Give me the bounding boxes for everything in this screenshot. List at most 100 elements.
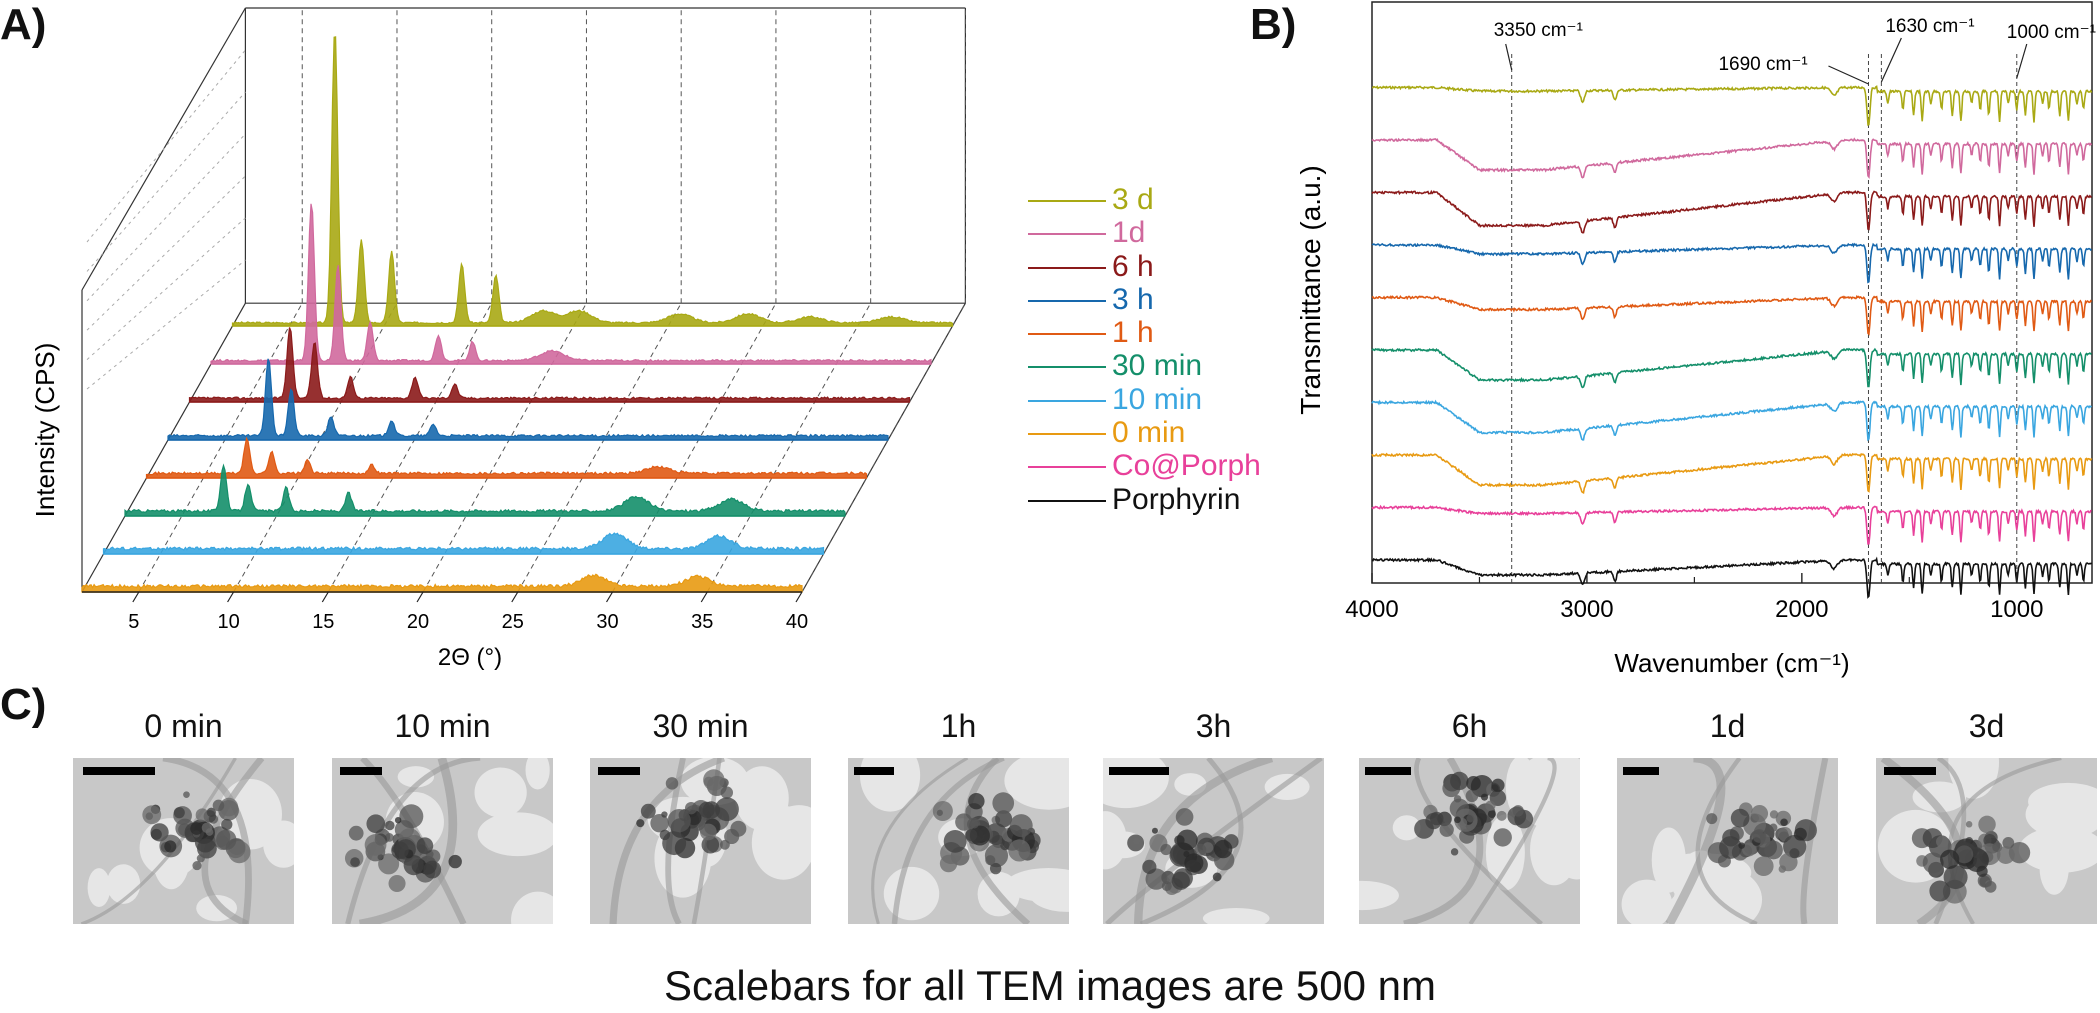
film-strand [1403, 758, 1484, 924]
particle [943, 829, 967, 853]
tem-title: 0 min [144, 708, 223, 744]
particle [1453, 795, 1462, 803]
x-tick [606, 591, 614, 603]
particle [366, 814, 386, 834]
x-tick [321, 591, 329, 603]
scale-bar [83, 767, 155, 775]
film-strand [609, 758, 726, 924]
film-strand [1800, 758, 1829, 924]
particle [183, 791, 190, 798]
particle [1176, 829, 1198, 851]
x-tick-label: 30 [596, 611, 618, 633]
annotation-label: 1630 cm⁻¹ [1885, 16, 1974, 37]
legend-label: 0 min [1112, 416, 1186, 450]
film-hole [1005, 867, 1069, 903]
xrd-series-1-h [145, 436, 868, 479]
tem-micrograph [1359, 758, 1580, 924]
x-tick-label: 4000 [1345, 596, 1398, 623]
legend-swatch [1028, 299, 1106, 302]
xrd-series-3-h [167, 358, 889, 441]
particle [1009, 814, 1033, 838]
particle [1940, 849, 1960, 869]
grid-line [612, 302, 777, 593]
particle [216, 829, 237, 850]
particle [1929, 880, 1951, 902]
particle [219, 797, 239, 817]
film-hole [397, 766, 435, 788]
grid-line [801, 302, 966, 593]
film-hole [1202, 908, 1270, 924]
particle [221, 818, 233, 831]
tem-title: 3d [1968, 708, 2005, 744]
film-hole [511, 891, 553, 924]
particle [201, 822, 213, 834]
x-tick [227, 591, 235, 603]
particle [1984, 881, 1997, 893]
particle [1161, 881, 1172, 892]
xrd-series-0-min [81, 573, 803, 593]
ftir-series-0-min [1371, 452, 2093, 495]
particle [992, 792, 1015, 814]
film-hole [87, 868, 111, 908]
film-strand [80, 758, 237, 924]
particle [1485, 800, 1496, 811]
legend-swatch [1028, 333, 1106, 336]
tem-title: 1d [1709, 708, 1746, 744]
film-hole [2018, 826, 2097, 873]
ftir-series-6-h [1371, 189, 2092, 234]
particle [939, 854, 958, 873]
particle [195, 808, 209, 822]
x-tick-label: 35 [691, 611, 713, 633]
grid-line [86, 217, 246, 360]
grid-line [86, 49, 246, 243]
particle [1764, 840, 1783, 860]
particle [1983, 833, 1997, 847]
legend-label: 30 min [1112, 349, 1203, 383]
particle [995, 810, 1013, 828]
particle [385, 820, 395, 831]
legend-label: 1 h [1112, 316, 1154, 350]
particle [388, 874, 406, 893]
tem-micrograph [848, 758, 1069, 924]
particle [1173, 868, 1193, 888]
film-hole [1530, 814, 1579, 886]
xrd-chart: 5 10 15 20 25 30 35 40 2Θ (°) Intensity (CPS) [30, 7, 967, 671]
particle [394, 816, 402, 824]
particle [1466, 775, 1481, 791]
particle [385, 833, 394, 842]
particle [1465, 789, 1479, 803]
xrd-series-1d [210, 203, 932, 365]
particle [1751, 805, 1769, 823]
particle [1213, 839, 1233, 859]
particle [1008, 839, 1031, 862]
particle [698, 801, 715, 818]
particle [1793, 827, 1807, 841]
y-axis-label: Intensity (CPS) [30, 343, 60, 518]
tem-image [590, 758, 811, 924]
particle [1450, 848, 1459, 856]
annotation-arrow [1505, 43, 1513, 71]
x-tick-label: 5 [128, 611, 139, 633]
legend-swatch [1028, 366, 1106, 369]
particle [164, 840, 177, 853]
tem-tile: 1h [848, 708, 1069, 924]
x-tick-label: 3000 [1560, 596, 1613, 623]
legend-label: 1d [1112, 216, 1146, 250]
xrd-series-3-d [231, 36, 954, 327]
film-hole [263, 820, 294, 868]
legend-label: 6 h [1112, 249, 1154, 283]
film-hole [477, 812, 553, 857]
xrd-series-6-h [188, 327, 911, 403]
xrd-series-30-min [124, 463, 846, 517]
grid-line [517, 302, 682, 593]
ftir-series-1-h [1371, 294, 2093, 336]
legend-swatch [1028, 466, 1106, 469]
tem-tile: 6h [1359, 708, 1580, 924]
ftir-series-Co-Porph [1371, 504, 2092, 545]
particle [173, 807, 185, 819]
xrd-series-10-min [102, 532, 825, 555]
particle [1496, 810, 1507, 821]
particle [1480, 793, 1489, 801]
particle [1425, 812, 1442, 830]
particle [192, 860, 202, 871]
